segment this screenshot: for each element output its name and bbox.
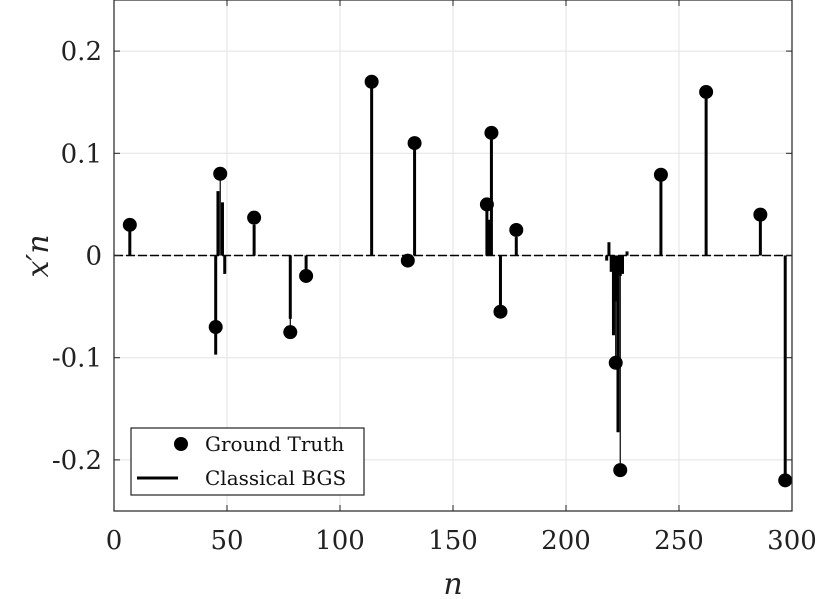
legend-box (130, 427, 365, 496)
ground-truth-point (213, 166, 228, 181)
legend-classical-bgs-label: Classical BGS (205, 466, 346, 490)
ground-truth-series (122, 74, 793, 488)
ground-truth-point (479, 197, 494, 212)
ground-truth-point (299, 268, 314, 283)
legend-ground-truth-label: Ground Truth (205, 432, 344, 456)
ground-truth-point (613, 463, 628, 478)
x-tick-label: 300 (767, 526, 817, 556)
ground-truth-point (608, 355, 623, 370)
y-tick-label: 0.2 (61, 37, 102, 67)
x-tick-label: 200 (541, 526, 591, 556)
x-tick-label: 100 (315, 526, 365, 556)
ground-truth-point (699, 84, 714, 99)
y-tick-label: 0.1 (61, 139, 102, 169)
y-tick-label: 0 (85, 242, 102, 272)
x-tick-label: 50 (210, 526, 243, 556)
y-tick-label: -0.2 (52, 446, 102, 476)
legend-ground-truth-marker (174, 437, 188, 451)
x-tick-label: 150 (428, 526, 478, 556)
ground-truth-point (484, 125, 499, 140)
x-tick-label: 0 (106, 526, 123, 556)
ground-truth-point (283, 325, 298, 340)
x-tick-label: 250 (654, 526, 704, 556)
ground-truth-point (407, 136, 422, 151)
ground-truth-point (364, 74, 379, 89)
x-axis-label: n (443, 567, 462, 599)
y-axis-ticks: -0.2 -0.1 0 0.1 0.2 (52, 37, 792, 476)
ground-truth-point (208, 320, 223, 335)
y-axis-label: x′n (21, 234, 56, 277)
ground-truth-point (509, 222, 524, 237)
x-axis-ticks: 0 50 100 150 200 250 300 (106, 0, 817, 556)
ground-truth-point (122, 217, 137, 232)
ground-truth-point (493, 304, 508, 319)
ground-truth-point (778, 473, 793, 488)
legend: Ground Truth Classical BGS (130, 427, 365, 496)
ground-truth-point (653, 167, 668, 182)
ground-truth-point (400, 253, 415, 268)
ground-truth-point (753, 207, 768, 222)
y-tick-label: -0.1 (52, 344, 102, 374)
ground-truth-point (247, 210, 262, 225)
